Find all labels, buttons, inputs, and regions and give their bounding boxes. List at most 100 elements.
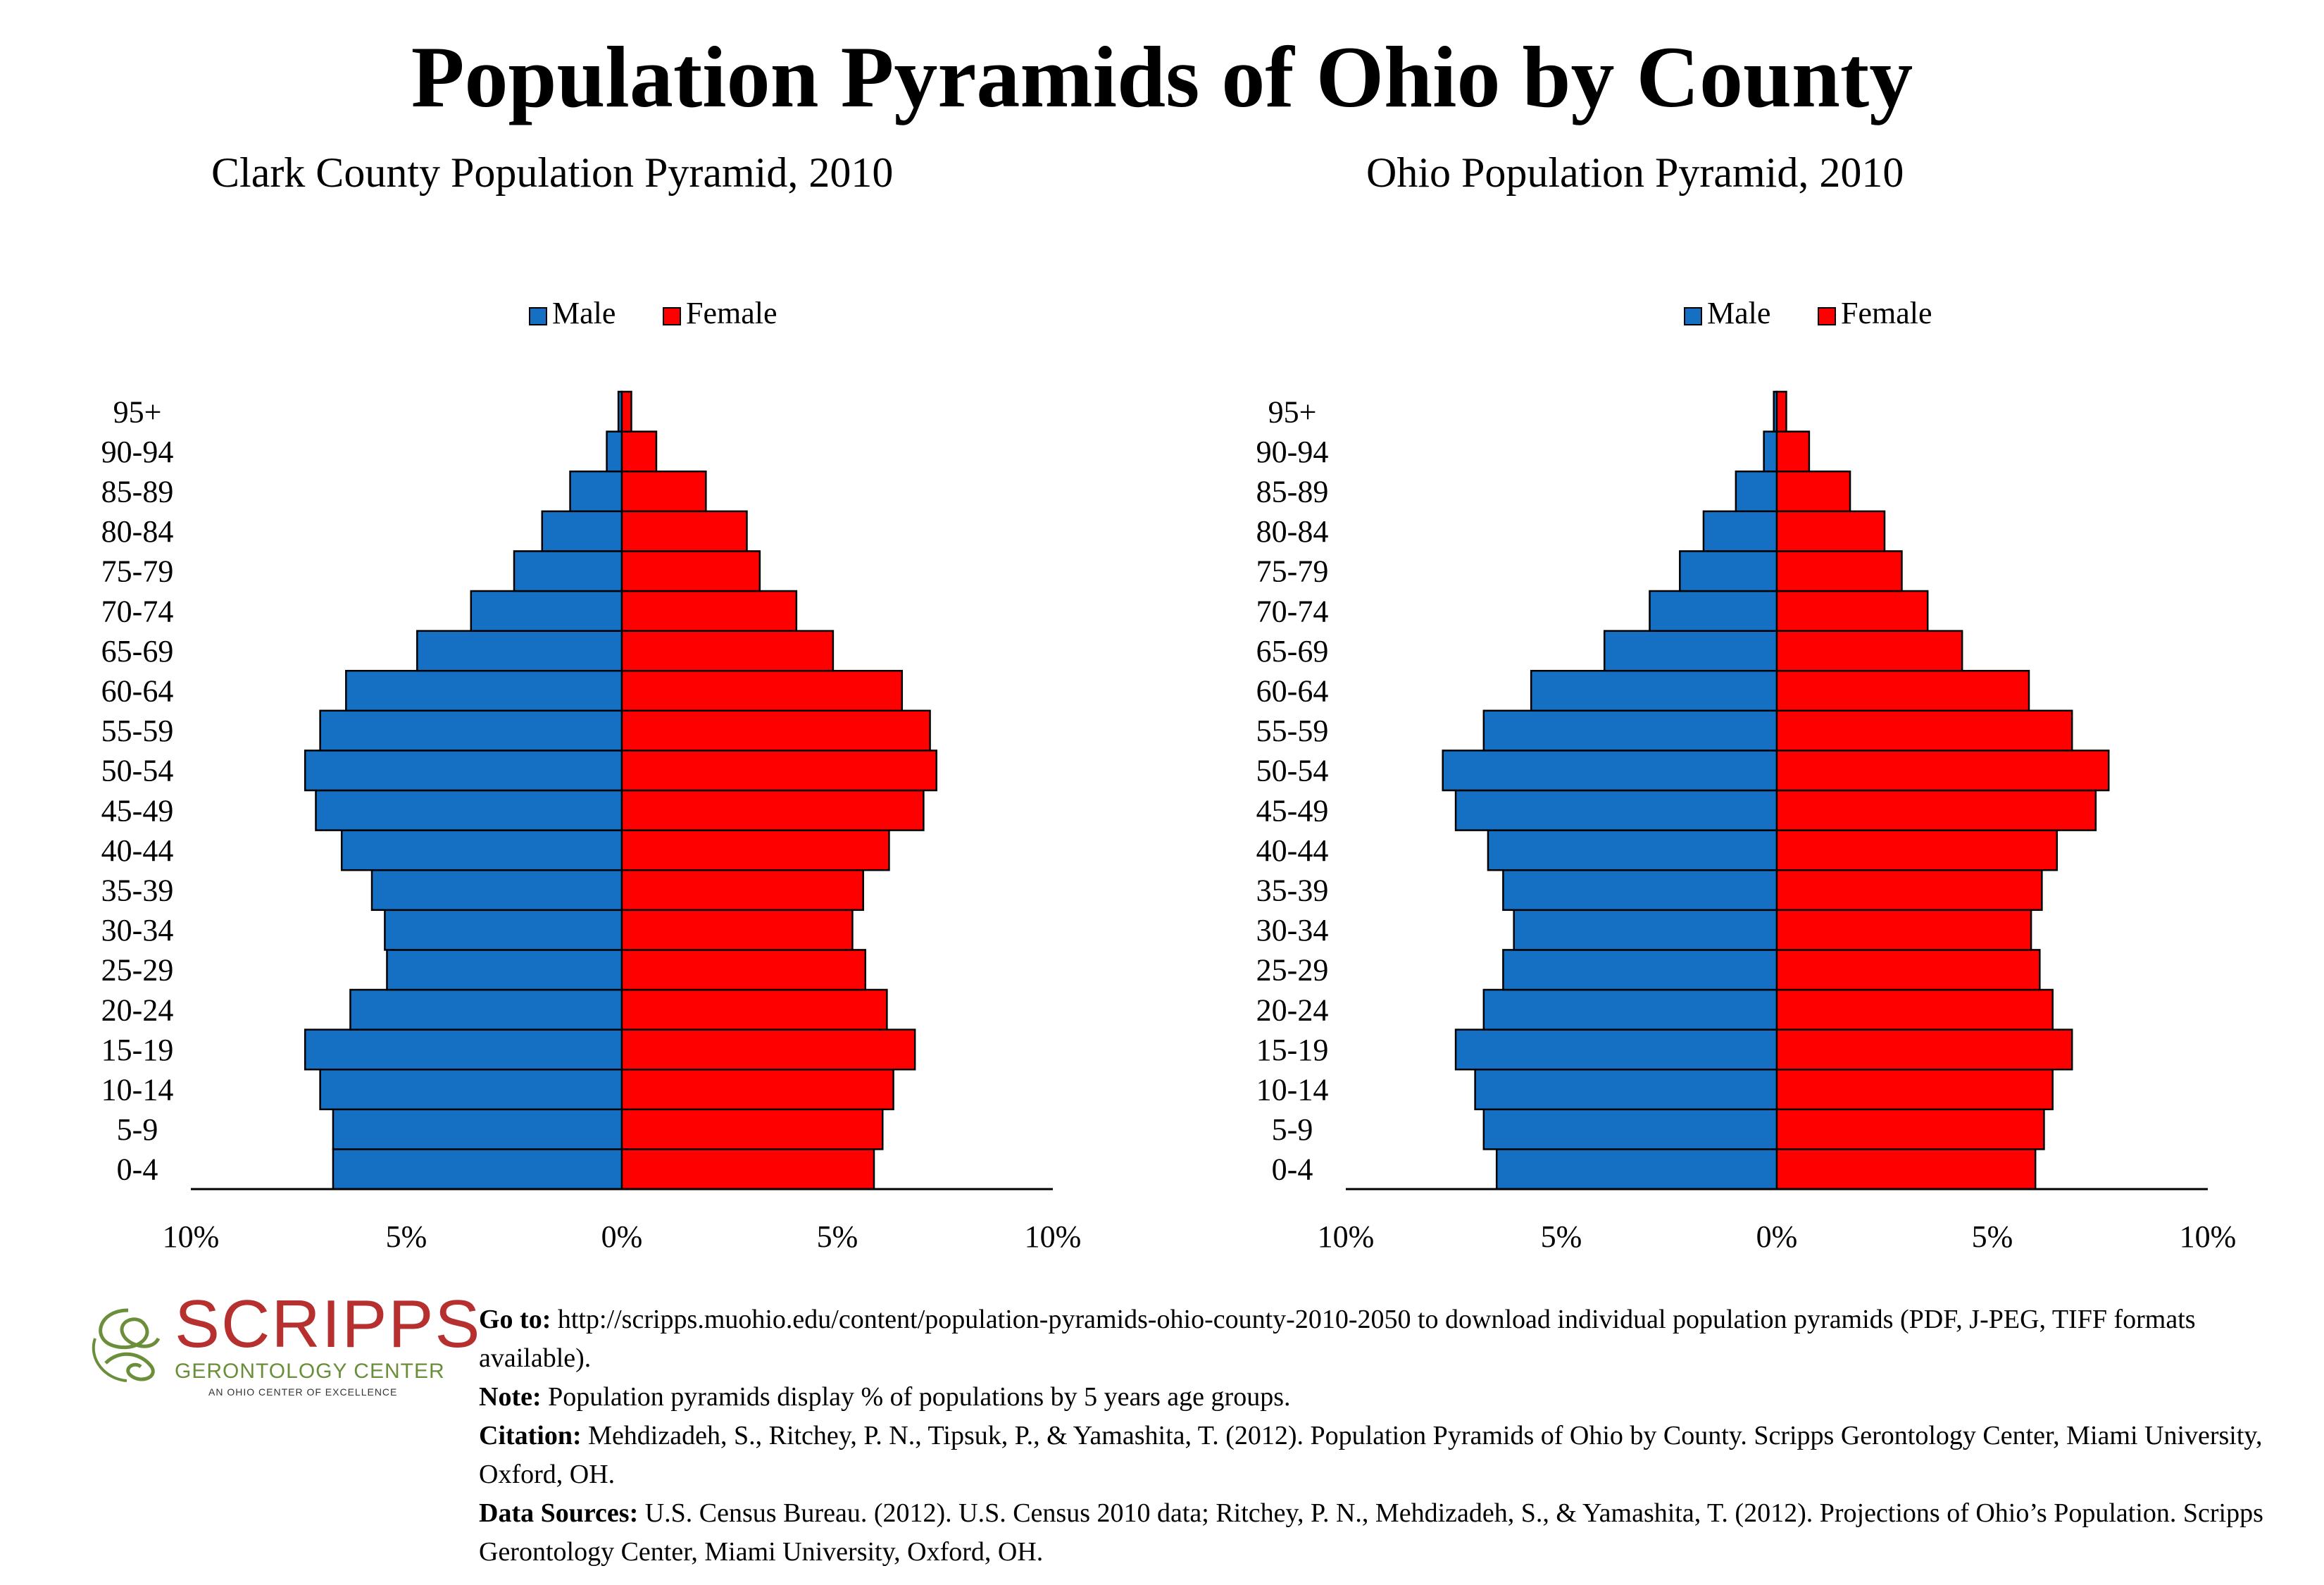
chart-title: Ohio Population Pyramid, 2010 <box>1366 149 1904 196</box>
bar-female-50-54 <box>620 750 938 792</box>
category-label-70-74: 70-74 <box>101 594 174 628</box>
bar-female-70-74 <box>1775 590 1929 632</box>
footer-citation-text: Mehdizadeh, S., Ritchey, P. N., Tipsuk, … <box>479 1421 2263 1489</box>
footer-citation-label: Citation: <box>479 1421 582 1450</box>
bar-female-45-49 <box>1775 789 2097 831</box>
footer-note-text: Population pyramids display % of populat… <box>548 1382 1291 1412</box>
category-label-85-89: 85-89 <box>1256 475 1329 509</box>
category-label-60-64: 60-64 <box>1256 674 1329 709</box>
bar-male-15-19 <box>304 1028 623 1071</box>
bar-male-50-54 <box>1442 750 1778 792</box>
bar-female-60-64 <box>1775 669 2030 712</box>
bar-male-15-19 <box>1454 1028 1778 1071</box>
bar-female-40-44 <box>1775 829 2059 871</box>
bar-female-50-54 <box>1775 750 2110 792</box>
logo-tagline: AN OHIO CENTER OF EXCELLENCE <box>208 1386 398 1398</box>
category-label-0-4: 0-4 <box>117 1152 158 1187</box>
category-label-60-64: 60-64 <box>101 674 174 709</box>
x-tick-label: 0% <box>1756 1219 1798 1254</box>
bar-male-30-34 <box>1513 909 1778 951</box>
category-label-20-24: 20-24 <box>101 993 174 1027</box>
category-label-90-94: 90-94 <box>1256 435 1329 469</box>
bar-male-65-69 <box>416 630 623 672</box>
bar-female-60-64 <box>620 669 904 712</box>
bar-female-95+ <box>620 390 632 433</box>
x-tick-label: 5% <box>1541 1219 1582 1254</box>
bar-male-10-14 <box>1474 1068 1778 1111</box>
x-tick-label: 10% <box>1025 1219 1082 1254</box>
bar-female-30-34 <box>1775 909 2032 951</box>
legend-label-male: Male <box>552 296 616 330</box>
bar-female-65-69 <box>620 630 835 672</box>
footer-notes: Go to: http://scripps.muohio.edu/content… <box>479 1300 2310 1572</box>
bar-female-0-4 <box>1775 1148 2037 1191</box>
legend-swatch-female <box>663 307 681 325</box>
bar-male-0-4 <box>332 1148 623 1191</box>
category-label-35-39: 35-39 <box>101 874 174 908</box>
footer-sources-label: Data Sources: <box>479 1498 639 1528</box>
bar-female-20-24 <box>620 988 888 1031</box>
category-label-50-54: 50-54 <box>101 754 174 788</box>
bar-female-80-84 <box>1775 510 1886 552</box>
category-label-5-9: 5-9 <box>1272 1112 1313 1147</box>
bar-female-25-29 <box>1775 949 2041 991</box>
bar-female-5-9 <box>1775 1108 2045 1150</box>
x-tick-label: 10% <box>1318 1219 1375 1254</box>
category-label-40-44: 40-44 <box>1256 833 1329 868</box>
bar-male-75-79 <box>513 550 623 592</box>
x-tick-label: 5% <box>817 1219 858 1254</box>
bar-male-55-59 <box>319 709 623 752</box>
logo-subtitle: GERONTOLOGY CENTER <box>175 1360 445 1383</box>
page-title: Population Pyramids of Ohio by County <box>411 29 1913 125</box>
bar-female-10-14 <box>620 1068 894 1111</box>
footer-note-label: Note: <box>479 1382 542 1412</box>
category-label-40-44: 40-44 <box>101 833 174 868</box>
bar-female-90-94 <box>1775 430 1811 473</box>
bar-male-55-59 <box>1482 709 1778 752</box>
legend-label-female: Female <box>686 296 777 330</box>
category-label-45-49: 45-49 <box>1256 793 1329 828</box>
category-label-15-19: 15-19 <box>101 1033 174 1067</box>
category-label-50-54: 50-54 <box>1256 754 1329 788</box>
category-label-0-4: 0-4 <box>1272 1152 1313 1187</box>
bar-male-30-34 <box>384 909 623 951</box>
category-label-15-19: 15-19 <box>1256 1033 1329 1067</box>
bar-male-25-29 <box>386 949 623 991</box>
category-label-65-69: 65-69 <box>101 634 174 669</box>
footer-goto: Go to: http://scripps.muohio.edu/content… <box>479 1300 2310 1378</box>
bar-female-75-79 <box>1775 550 1903 592</box>
category-label-55-59: 55-59 <box>1256 714 1329 748</box>
category-label-30-34: 30-34 <box>1256 913 1329 947</box>
bar-female-40-44 <box>620 829 890 871</box>
legend-label-male: Male <box>1707 296 1770 330</box>
bar-male-35-39 <box>370 869 623 912</box>
footer-goto-link[interactable]: http://scripps.muohio.edu/content/popula… <box>479 1305 2196 1373</box>
bar-male-20-24 <box>349 988 623 1031</box>
bar-female-80-84 <box>620 510 748 552</box>
bar-female-45-49 <box>620 789 925 831</box>
bar-female-55-59 <box>620 709 931 752</box>
footer-sources: Data Sources: U.S. Census Bureau. (2012)… <box>479 1494 2310 1572</box>
bar-female-5-9 <box>620 1108 884 1150</box>
legend-swatch-male <box>529 307 547 325</box>
bar-male-0-4 <box>1495 1148 1778 1191</box>
scripps-logo: SCRIPPS GERONTOLOGY CENTER AN OHIO CENTE… <box>85 1289 480 1402</box>
bar-male-70-74 <box>1649 590 1778 632</box>
bar-female-95+ <box>1775 390 1787 433</box>
bar-female-70-74 <box>620 590 798 632</box>
category-label-75-79: 75-79 <box>1256 554 1329 589</box>
category-label-10-14: 10-14 <box>1256 1073 1329 1107</box>
bar-female-35-39 <box>1775 869 2043 912</box>
bar-male-90-94 <box>1763 430 1778 473</box>
x-tick-label: 0% <box>601 1219 643 1254</box>
bar-female-35-39 <box>620 869 864 912</box>
category-label-80-84: 80-84 <box>1256 514 1329 549</box>
bar-male-90-94 <box>606 430 623 473</box>
x-tick-label: 5% <box>386 1219 427 1254</box>
bar-female-75-79 <box>620 550 761 592</box>
category-label-65-69: 65-69 <box>1256 634 1329 669</box>
category-label-85-89: 85-89 <box>101 475 174 509</box>
chart-legend: Male Female <box>1684 296 1932 330</box>
category-label-5-9: 5-9 <box>117 1112 158 1147</box>
category-label-90-94: 90-94 <box>101 435 174 469</box>
